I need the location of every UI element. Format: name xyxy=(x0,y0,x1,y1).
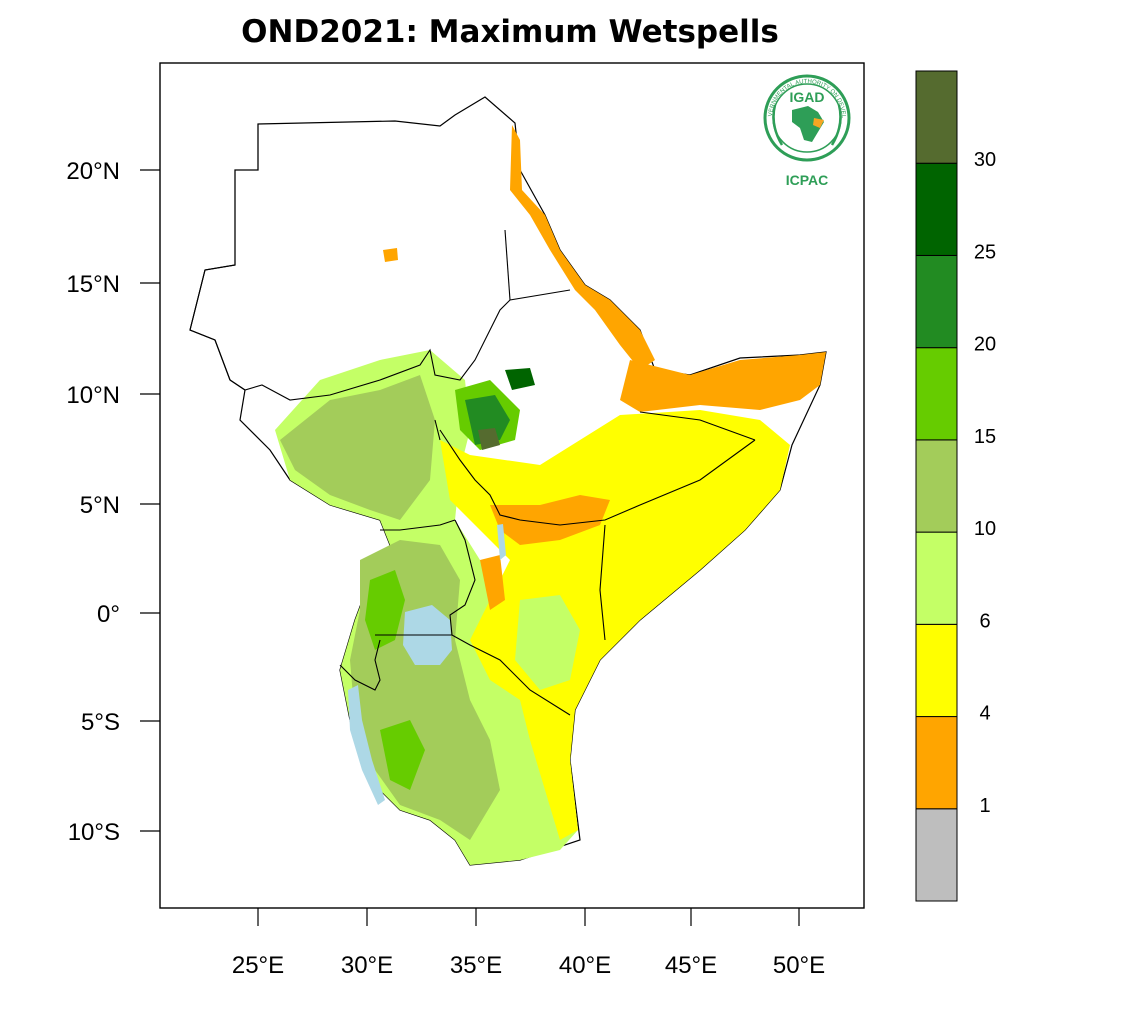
class-15-20-patch-2 xyxy=(380,720,425,790)
class-1-4-central xyxy=(490,495,610,545)
colorbar-level-label: 1 xyxy=(979,795,990,817)
lon-tick-label: 40°E xyxy=(559,952,611,979)
class-1-4-sudan-spot xyxy=(383,248,398,262)
class-1-4-redsea xyxy=(510,125,655,370)
class-gt30-patch xyxy=(478,428,500,450)
colorbar-swatch xyxy=(915,716,958,810)
colorbar-swatch xyxy=(915,347,958,441)
colorbar-swatch xyxy=(915,808,958,902)
colorbar: 1 4 6 10 15 20 25 30 xyxy=(915,70,996,902)
lake-tanganyika xyxy=(348,685,385,805)
colorbar-swatch xyxy=(915,162,958,256)
lat-tick-label: 10°N xyxy=(66,382,120,409)
lon-tick-label: 45°E xyxy=(665,952,717,979)
colorbar-level-label: 20 xyxy=(974,334,996,356)
logo-acronym: IGAD xyxy=(790,89,825,105)
lat-axis xyxy=(140,169,160,832)
class-15-20-patch-1 xyxy=(365,570,405,650)
lon-tick-label: 25°E xyxy=(232,952,284,979)
logo-center-name: ICPAC xyxy=(786,172,829,188)
lat-tick-label: 5°N xyxy=(80,492,120,519)
lat-tick-label: 0° xyxy=(97,601,120,628)
class-6-10-east xyxy=(515,595,580,690)
colorbar-level-label: 25 xyxy=(974,241,996,263)
laurel-left-icon xyxy=(772,104,784,146)
lake-turkana xyxy=(497,524,506,560)
lat-tick-label: 15°N xyxy=(66,271,120,298)
map-title: OND2021: Maximum Wetspells xyxy=(241,14,779,50)
class-1-4-horn xyxy=(620,352,826,412)
class-10-15-west xyxy=(280,375,435,520)
colorbar-swatch xyxy=(915,623,958,718)
lon-tick-label: 30°E xyxy=(341,952,393,979)
colorbar-swatch xyxy=(915,254,958,349)
class-20-25-patch xyxy=(465,395,510,445)
colorbar-level-label: 10 xyxy=(974,518,996,540)
africa-map-icon xyxy=(792,106,824,142)
colorbar-swatch xyxy=(915,531,958,625)
lat-tick-label: 20°N xyxy=(66,158,120,185)
lon-axis xyxy=(257,908,800,926)
colorbar-level-label: 4 xyxy=(979,703,990,725)
colorbar-swatch xyxy=(915,439,958,533)
colorbar-level-label: 30 xyxy=(974,149,996,171)
class-1-4-south xyxy=(480,555,505,610)
lon-tick-label: 50°E xyxy=(773,952,825,979)
colorbar-swatch xyxy=(915,70,958,164)
colorbar-level-label: 6 xyxy=(979,610,990,632)
country-borders xyxy=(189,124,756,716)
laurel-right-icon xyxy=(830,104,842,146)
lat-tick-label: 10°S xyxy=(68,819,120,846)
class-25-30-patch xyxy=(505,368,535,390)
colorbar-level-label: 15 xyxy=(974,426,996,448)
horn-highlight-icon xyxy=(813,118,824,128)
map-plot-area xyxy=(189,96,827,866)
lat-tick-label: 5°S xyxy=(81,709,120,736)
lon-tick-label: 35°E xyxy=(450,952,502,979)
